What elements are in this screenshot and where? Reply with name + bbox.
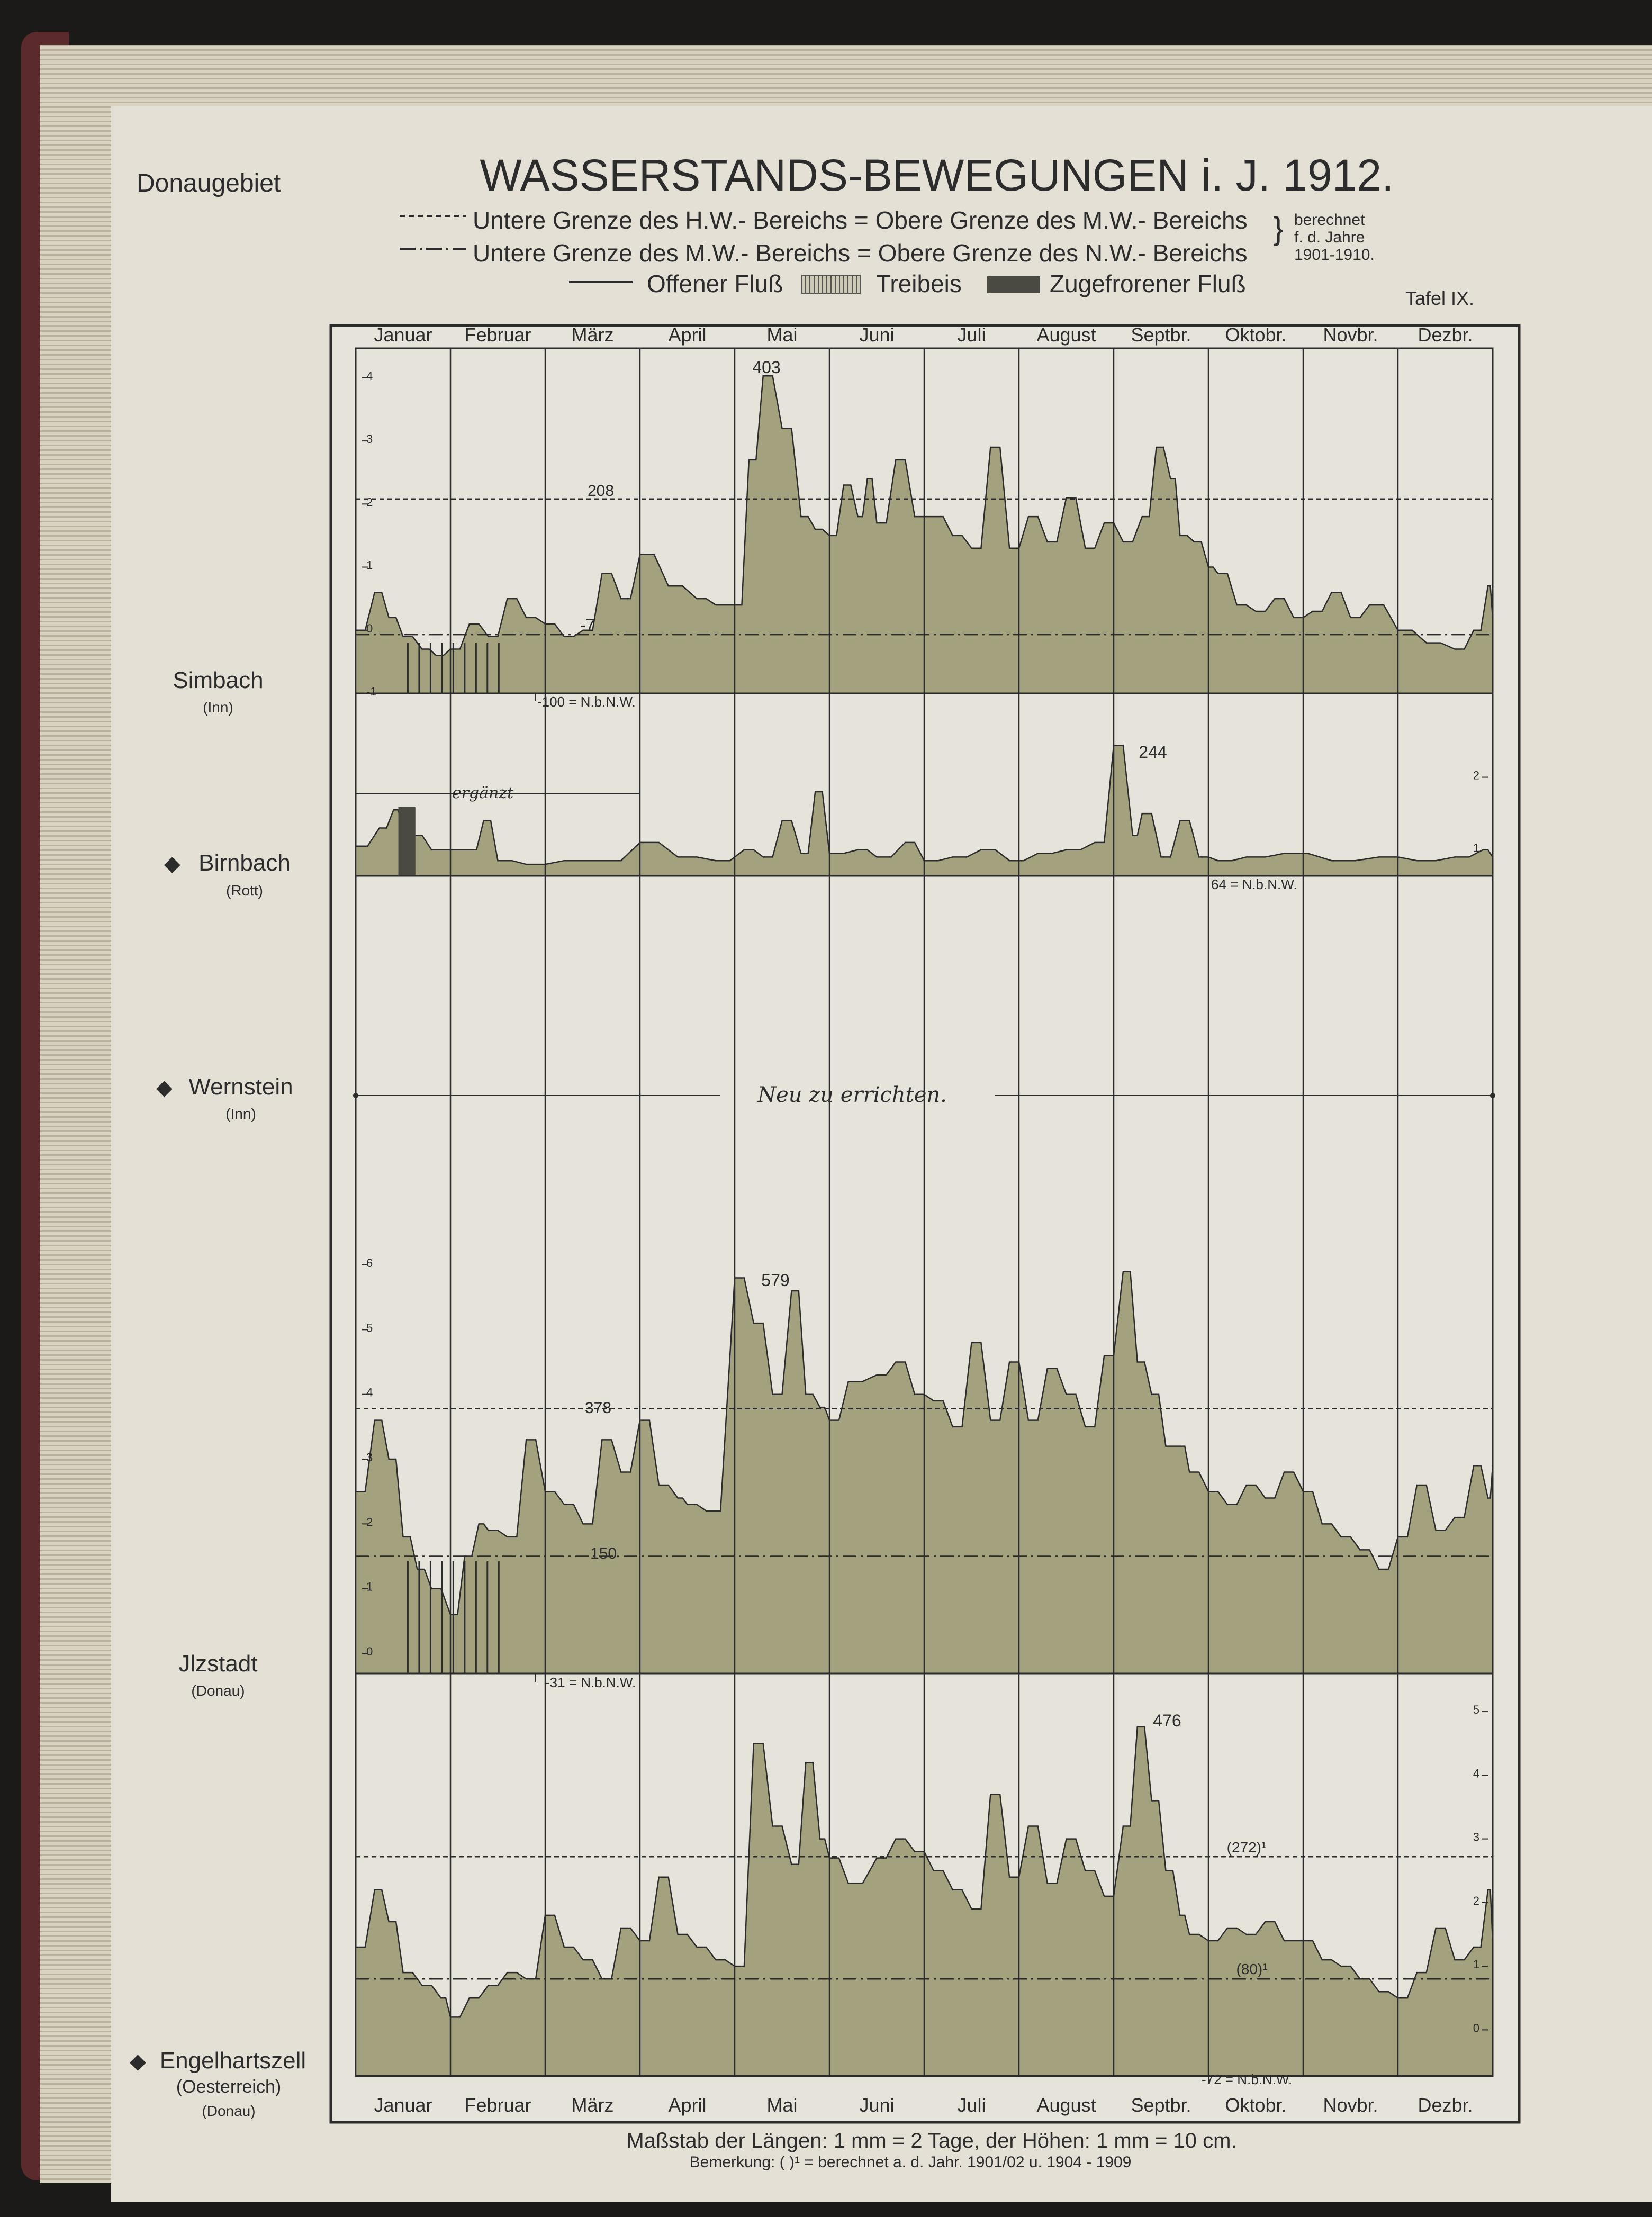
wernstein-line-end [353, 1093, 358, 1098]
month-label-bottom-9: Oktobr. [1225, 2094, 1286, 2116]
y-tick-label-ilzstadt: 6 [366, 1256, 373, 1270]
remark-note: Bemerkung: ( )¹ = berechnet a. d. Jahr. … [690, 2153, 1132, 2171]
month-label-bottom-11: Dezbr. [1418, 2094, 1473, 2116]
birnbach-supplement-note: ergänzt [452, 784, 514, 802]
simbach-hw-label: 208 [588, 482, 614, 500]
month-label-bottom-3: April [668, 2094, 706, 2116]
simbach-peak-label: 403 [752, 358, 780, 377]
legend-hw-text: Untere Grenze des H.W.- Bereichs = Obere… [473, 206, 1248, 234]
y-tick-label-engelhartszell: 3 [1473, 1831, 1479, 1844]
month-label-bottom-4: Mai [766, 2094, 797, 2116]
ilzstadt-peak-label: 579 [761, 1271, 789, 1290]
station-wernstein-name: Wernstein [188, 1074, 293, 1100]
y-tick-label-engelhartszell: 5 [1473, 1703, 1479, 1716]
month-label-top-10: Novbr. [1323, 324, 1378, 346]
station-birnbach-name: Birnbach [198, 850, 291, 876]
month-label-top-11: Dezbr. [1418, 324, 1473, 346]
y-tick-label-ilzstadt: 0 [366, 1645, 373, 1658]
y-tick-label-engelhartszell: 4 [1473, 1767, 1479, 1780]
gauge-symbol-icon: ◆ [164, 852, 180, 875]
month-label-top-6: Juli [957, 324, 986, 346]
birnbach-base-label: 64 = N.b.N.W. [1211, 876, 1297, 892]
station-birnbach-river: (Rott) [226, 882, 263, 899]
ilzstadt-nw-label: 150 [590, 1545, 617, 1562]
y-tick-label-simbach: -1 [366, 685, 377, 698]
legend-drift-text: Treibeis [876, 270, 962, 297]
month-label-top-8: Septbr. [1131, 324, 1191, 346]
gauge-symbol-icon: ◆ [130, 2050, 146, 2073]
y-tick-label-engelhartszell: 1 [1473, 1958, 1479, 1971]
month-label-bottom-5: Juni [859, 2094, 894, 2116]
month-label-top-7: August [1036, 324, 1096, 346]
month-label-bottom-8: Septbr. [1131, 2094, 1191, 2116]
station-ilzstadt-river: (Donau) [191, 1682, 245, 1699]
station-engelhartszell-river: (Donau) [202, 2103, 255, 2119]
ilzstadt-hw-label: 378 [585, 1399, 611, 1417]
engel-nw-label: (80)¹ [1236, 1961, 1267, 1977]
month-labels: Januar Januar Februar Februar März März April A… [374, 324, 1473, 2116]
legend-note-1: berechnet [1294, 211, 1365, 229]
station-simbach-name: Simbach [173, 667, 263, 693]
legend-frozen-text: Zugefrorener Fluß [1050, 270, 1246, 297]
y-tick-label-ilzstadt: 1 [366, 1580, 373, 1594]
month-label-top-5: Juni [859, 324, 894, 346]
simbach-nw-label: -7 [580, 616, 595, 635]
y-tick-label-engelhartszell: 0 [1473, 2021, 1479, 2034]
engel-base-label: -72 = N.b.N.W. [1202, 2071, 1292, 2087]
scale-note: Maßstab der Längen: 1 mm = 2 Tage, der H… [626, 2129, 1236, 2152]
plate-label: Tafel IX. [1405, 287, 1474, 309]
month-label-bottom-6: Juli [957, 2094, 986, 2116]
legend-drift-sample [801, 275, 861, 294]
station-wernstein-river: (Inn) [225, 1106, 256, 1122]
month-label-top-9: Oktobr. [1225, 324, 1286, 346]
grid-layer: -1 0 1 2 3 4 1 2 0 1 2 3 4 5 6 0 1 2 3 4 5 [356, 348, 1493, 2084]
legend-frozen-sample [987, 276, 1040, 293]
legend-brace: } [1273, 211, 1284, 246]
y-tick-label-engelhartszell: 2 [1473, 1894, 1479, 1907]
station-ilzstadt-name: Jlzstadt [178, 1651, 257, 1677]
wernstein-note: Neu zu errichten. [757, 1083, 947, 1107]
legend-note-2: f. d. Jahre [1294, 229, 1365, 246]
wernstein-line-end [1490, 1093, 1495, 1098]
month-label-bottom-0: Januar [374, 2094, 432, 2116]
month-label-top-4: Mai [766, 324, 797, 346]
y-tick-label-simbach: 3 [366, 432, 373, 446]
y-tick-label-simbach: 4 [366, 369, 373, 383]
month-label-top-2: März [572, 324, 614, 346]
legend-open-text: Offener Fluß [647, 270, 783, 297]
month-label-bottom-10: Novbr. [1323, 2094, 1378, 2116]
gauge-symbol-icon: ◆ [156, 1076, 173, 1099]
month-label-bottom-2: März [572, 2094, 614, 2116]
y-tick-label-simbach: 1 [366, 559, 373, 572]
ilzstadt-base-label: -31 = N.b.N.W. [545, 1675, 636, 1690]
birnbach-peak-label: 244 [1139, 743, 1167, 762]
month-label-top-0: Januar [374, 324, 432, 346]
y-tick-label-simbach: 2 [366, 495, 373, 509]
y-tick-label-birnbach: 2 [1473, 769, 1479, 782]
y-tick-label-birnbach: 1 [1473, 841, 1479, 855]
month-label-top-1: Februar [464, 324, 531, 346]
page-title: WASSERSTANDS-BEWEGUNGEN i. J. 1912. [480, 150, 1394, 200]
y-tick-label-simbach: 0 [366, 622, 373, 635]
station-engelhartszell-country: (Oesterreich) [176, 2077, 281, 2097]
engel-hw-label: (272)¹ [1227, 1839, 1267, 1856]
station-engelhartszell-name: Engelhartszell [160, 2048, 306, 2074]
month-label-top-3: April [668, 324, 706, 346]
y-tick-label-ilzstadt: 4 [366, 1386, 373, 1399]
legend-note-3: 1901-1910. [1294, 246, 1375, 264]
engel-peak-label: 476 [1153, 1711, 1181, 1730]
region-label: Donaugebiet [137, 169, 281, 197]
y-tick-label-ilzstadt: 3 [366, 1451, 373, 1464]
month-label-bottom-1: Februar [464, 2094, 531, 2116]
legend-nw-text: Untere Grenze des M.W.- Bereichs = Obere… [473, 239, 1248, 267]
frozen-river-mark [398, 807, 416, 876]
station-simbach-river: (Inn) [203, 699, 233, 716]
month-label-bottom-7: August [1036, 2094, 1096, 2116]
y-tick-label-ilzstadt: 2 [366, 1515, 373, 1528]
y-tick-label-ilzstadt: 5 [366, 1321, 373, 1334]
simbach-base-label: -100 = N.b.N.W. [537, 694, 636, 710]
